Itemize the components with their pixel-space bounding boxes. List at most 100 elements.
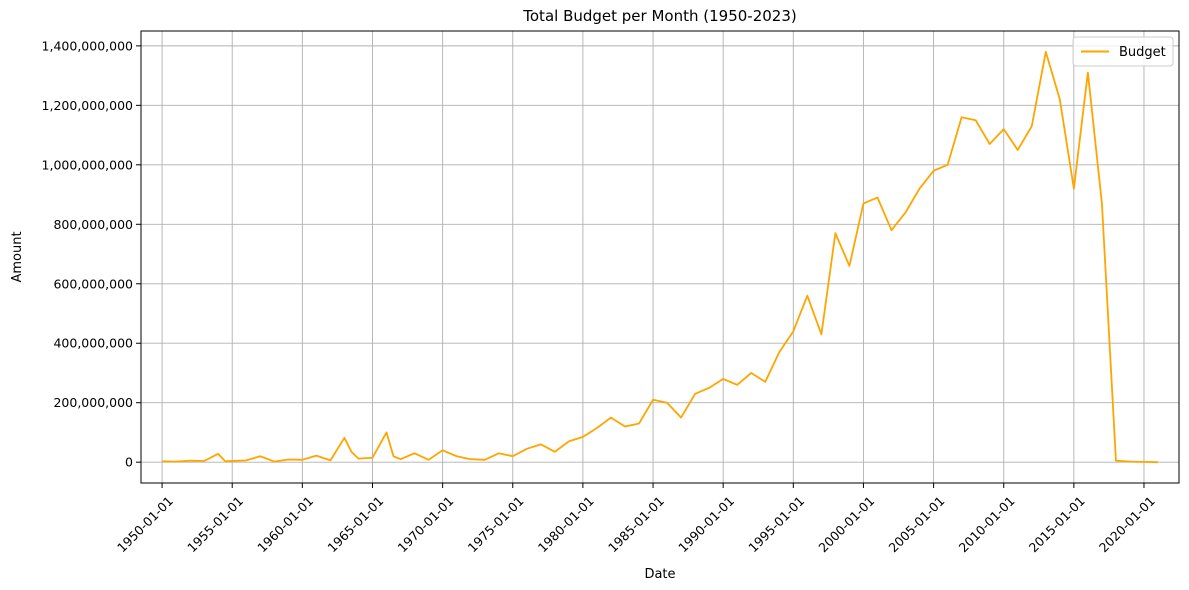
x-tick-label: 2000-01-01	[815, 493, 877, 555]
data-point	[526, 448, 528, 450]
data-point	[1045, 51, 1047, 53]
data-point	[512, 455, 514, 457]
legend-box	[1072, 36, 1174, 67]
data-point	[350, 451, 352, 453]
data-point	[498, 452, 500, 454]
data-point	[1101, 202, 1103, 204]
y-axis-title: Amount	[10, 231, 25, 282]
data-point	[245, 459, 247, 461]
data-point	[1143, 461, 1145, 463]
data-point	[806, 295, 808, 297]
y-axis-ticks: 0 200,000,000 400,000,000 600,000,000 800,00…	[42, 38, 141, 470]
data-point	[848, 265, 850, 267]
data-point	[1129, 461, 1131, 463]
data-point	[189, 460, 191, 462]
data-point	[680, 417, 682, 419]
data-point	[1087, 72, 1089, 74]
chart-title: Total Budget per Month (1950-2023)	[522, 7, 796, 25]
data-point	[329, 459, 331, 461]
data-point	[1059, 98, 1061, 100]
x-tick-label: 2005-01-01	[886, 493, 948, 555]
data-point	[484, 459, 486, 461]
x-axis-title: Date	[644, 567, 675, 582]
data-point	[217, 453, 219, 455]
x-tick-label: 1970-01-01	[395, 493, 457, 555]
data-point	[273, 461, 275, 463]
grid-lines	[141, 31, 1179, 483]
data-point	[722, 378, 724, 380]
data-point	[224, 460, 226, 462]
data-point	[947, 164, 949, 166]
x-tick-label: 1950-01-01	[114, 493, 176, 555]
data-point	[834, 232, 836, 234]
data-point	[638, 423, 640, 425]
x-tick-label: 2010-01-01	[956, 493, 1018, 555]
x-axis-ticks: 1950-01-01 1955-01-01 1960-01-01 1965-01-01…	[114, 483, 1158, 555]
x-tick-label: 1980-01-01	[535, 493, 597, 555]
y-tick-label: 1,400,000,000	[42, 38, 133, 53]
series-line-budget	[162, 50, 1159, 464]
data-point	[989, 143, 991, 145]
y-tick-label: 400,000,000	[53, 336, 133, 351]
data-point	[1115, 460, 1117, 462]
data-point	[862, 202, 864, 204]
data-point	[876, 197, 878, 199]
y-tick-label: 1,200,000,000	[42, 98, 133, 113]
data-point	[259, 455, 261, 457]
series-layer	[161, 50, 1159, 464]
data-point	[386, 431, 388, 433]
data-point	[343, 437, 345, 439]
data-point	[933, 170, 935, 172]
data-point	[554, 451, 556, 453]
data-point	[666, 402, 668, 404]
data-point	[778, 351, 780, 353]
x-tick-label: 1995-01-01	[745, 493, 807, 555]
data-point	[203, 460, 205, 462]
y-tick-label: 800,000,000	[53, 217, 133, 232]
x-tick-label: 1985-01-01	[605, 493, 667, 555]
data-point	[891, 229, 893, 231]
data-point	[372, 457, 374, 459]
data-point	[442, 449, 444, 451]
data-point	[736, 384, 738, 386]
data-point	[315, 455, 317, 457]
y-tick-label: 200,000,000	[53, 395, 133, 410]
x-tick-label: 1960-01-01	[254, 493, 316, 555]
data-point	[919, 188, 921, 190]
data-point	[652, 399, 654, 401]
data-point	[708, 387, 710, 389]
data-point	[694, 393, 696, 395]
data-point	[301, 459, 303, 461]
data-point	[392, 455, 394, 457]
data-point	[1073, 188, 1075, 190]
x-tick-label: 1975-01-01	[465, 493, 527, 555]
data-point	[610, 417, 612, 419]
data-point	[582, 436, 584, 438]
x-tick-label: 1990-01-01	[675, 493, 737, 555]
data-point	[175, 461, 177, 463]
legend: Budget	[1072, 36, 1174, 67]
data-point	[792, 330, 794, 332]
data-point	[764, 381, 766, 383]
x-tick-label: 1965-01-01	[324, 493, 386, 555]
x-tick-label: 2015-01-01	[1026, 493, 1088, 555]
x-tick-label: 1955-01-01	[184, 493, 246, 555]
data-point	[540, 443, 542, 445]
data-point	[905, 211, 907, 213]
data-point	[624, 426, 626, 428]
y-tick-label: 0	[125, 455, 133, 470]
data-point	[456, 455, 458, 457]
x-tick-label: 2020-01-01	[1096, 493, 1158, 555]
data-point	[161, 460, 163, 462]
legend-label-budget: Budget	[1119, 45, 1166, 60]
y-tick-label: 600,000,000	[53, 276, 133, 291]
data-point	[470, 458, 472, 460]
data-point	[414, 452, 416, 454]
data-point	[961, 116, 963, 118]
plot-area-frame	[140, 30, 1180, 484]
data-point	[357, 458, 359, 460]
data-point	[568, 440, 570, 442]
data-point	[1157, 461, 1159, 463]
